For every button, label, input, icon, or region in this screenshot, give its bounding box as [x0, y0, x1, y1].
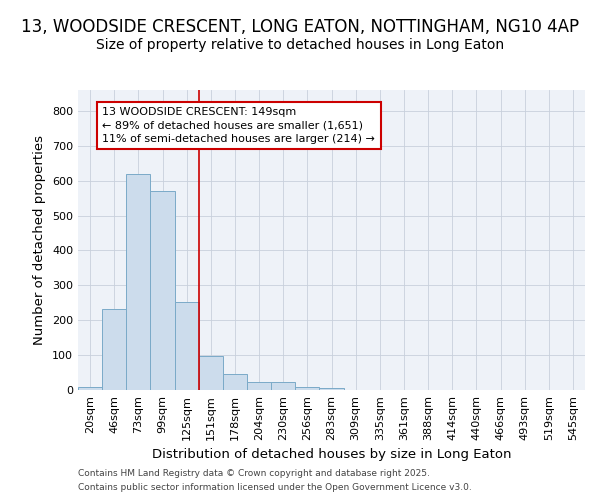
Y-axis label: Number of detached properties: Number of detached properties — [34, 135, 46, 345]
Bar — [295, 386, 319, 390]
Bar — [151, 191, 175, 390]
Bar — [319, 388, 344, 390]
Text: Size of property relative to detached houses in Long Eaton: Size of property relative to detached ho… — [96, 38, 504, 52]
Bar — [126, 174, 151, 390]
Text: Contains HM Land Registry data © Crown copyright and database right 2025.: Contains HM Land Registry data © Crown c… — [78, 468, 430, 477]
Bar — [271, 382, 295, 390]
Text: 13, WOODSIDE CRESCENT, LONG EATON, NOTTINGHAM, NG10 4AP: 13, WOODSIDE CRESCENT, LONG EATON, NOTTI… — [21, 18, 579, 36]
X-axis label: Distribution of detached houses by size in Long Eaton: Distribution of detached houses by size … — [152, 448, 511, 461]
Bar — [247, 382, 271, 390]
Bar — [78, 386, 102, 390]
Bar — [223, 374, 247, 390]
Bar — [102, 308, 126, 390]
Bar — [199, 356, 223, 390]
Text: 13 WOODSIDE CRESCENT: 149sqm
← 89% of detached houses are smaller (1,651)
11% of: 13 WOODSIDE CRESCENT: 149sqm ← 89% of de… — [102, 108, 375, 144]
Text: Contains public sector information licensed under the Open Government Licence v3: Contains public sector information licen… — [78, 484, 472, 492]
Bar — [175, 302, 199, 390]
